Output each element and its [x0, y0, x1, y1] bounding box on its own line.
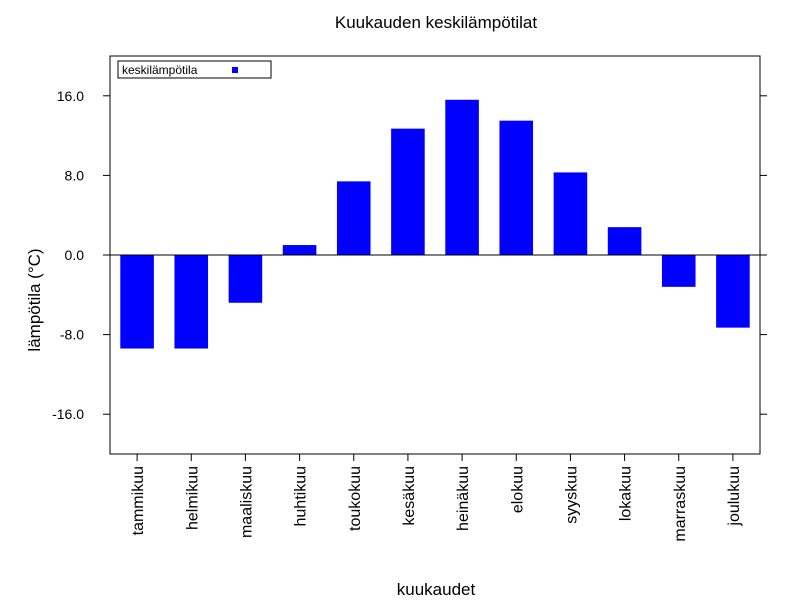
y-tick-label: 8.0	[65, 167, 85, 183]
y-tick-label: 0.0	[65, 247, 85, 263]
y-tick-label: 16.0	[57, 88, 84, 104]
bar	[228, 255, 263, 303]
bar	[553, 172, 588, 255]
legend-swatch	[232, 67, 238, 73]
x-tick-label: lokakuu	[618, 466, 635, 521]
x-tick-label: helmikuu	[184, 466, 201, 530]
bar	[499, 120, 534, 255]
y-tick-label: -16.0	[52, 406, 84, 422]
legend: keskilämpötila	[117, 60, 272, 79]
bar	[336, 181, 371, 255]
legend-box	[117, 60, 272, 79]
bar	[445, 99, 479, 255]
bars-layer	[120, 99, 750, 349]
x-axis-title: kuukaudet	[397, 580, 476, 599]
bar	[120, 255, 154, 349]
chart-title: Kuukauden keskilämpötilat	[335, 13, 538, 32]
x-tick-label: kesäkuu	[401, 466, 418, 526]
x-tick-label: joulukuu	[726, 466, 743, 527]
y-axis: -16.0 -8.0 0.0 8.0 16.0	[52, 88, 767, 422]
x-tick-label: heinäkuu	[455, 466, 472, 531]
x-tick-label: tammikuu	[130, 466, 147, 535]
bar	[282, 245, 317, 255]
legend-label: keskilämpötila	[122, 63, 198, 77]
x-tick-label: elokuu	[509, 466, 526, 513]
x-tick-label: maaliskuu	[238, 466, 255, 538]
bar	[174, 255, 209, 349]
bar	[661, 255, 696, 287]
bar	[391, 128, 425, 255]
bar	[716, 255, 750, 328]
y-tick-label: -8.0	[60, 327, 84, 343]
x-tick-label: marraskuu	[672, 466, 689, 542]
bar	[607, 227, 642, 255]
x-axis: tammikuu helmikuu maaliskuu huhtikuu toukoku…	[130, 454, 743, 542]
x-tick-label: syyskuu	[563, 466, 580, 524]
x-tick-label: toukokuu	[347, 466, 364, 531]
y-axis-title: lämpötila (°C)	[25, 248, 44, 351]
x-tick-label: huhtikuu	[293, 466, 310, 527]
